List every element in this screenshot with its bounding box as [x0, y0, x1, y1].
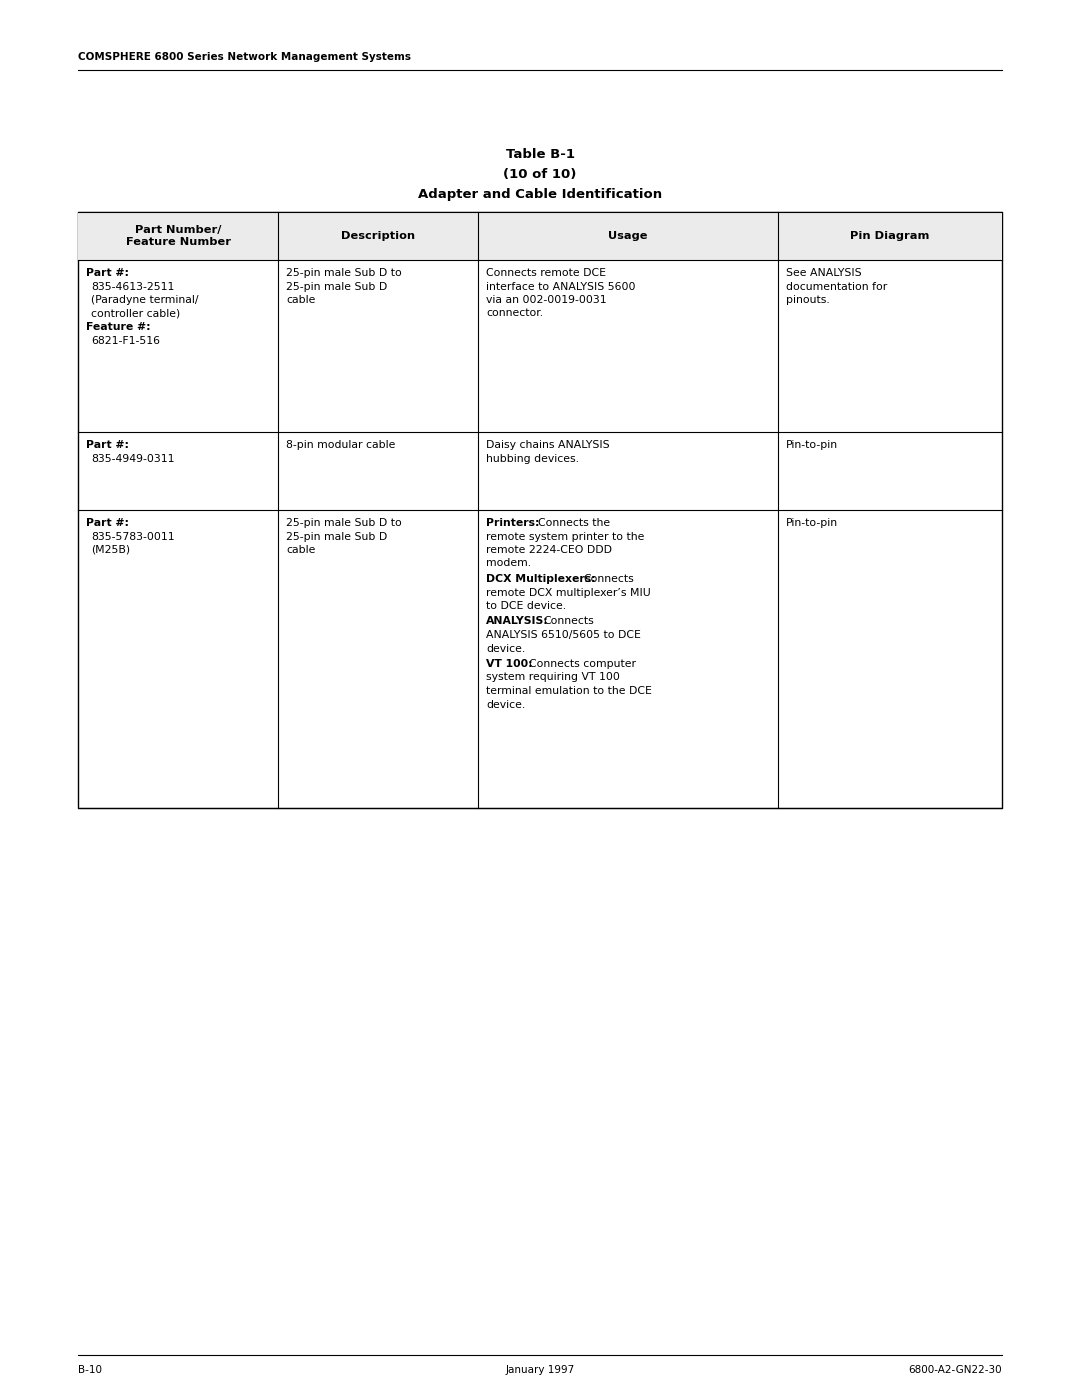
- Text: VT 100:: VT 100:: [486, 659, 532, 669]
- Text: ANALYSIS:: ANALYSIS:: [486, 616, 549, 626]
- Text: device.: device.: [486, 700, 525, 710]
- Text: remote system printer to the: remote system printer to the: [486, 531, 645, 542]
- Text: Pin-to-pin: Pin-to-pin: [786, 518, 838, 528]
- Text: 6800-A2-GN22-30: 6800-A2-GN22-30: [908, 1365, 1002, 1375]
- Text: DCX Multiplexers:: DCX Multiplexers:: [486, 574, 596, 584]
- Text: (M25B): (M25B): [91, 545, 130, 555]
- Text: Table B-1: Table B-1: [505, 148, 575, 161]
- Text: Pin-to-pin: Pin-to-pin: [786, 440, 838, 450]
- Text: Connects remote DCE: Connects remote DCE: [486, 268, 606, 278]
- Text: Usage: Usage: [608, 231, 648, 242]
- Text: Part Number/
Feature Number: Part Number/ Feature Number: [125, 225, 230, 247]
- Text: Connects: Connects: [583, 574, 634, 584]
- Text: remote DCX multiplexer’s MIU: remote DCX multiplexer’s MIU: [486, 588, 651, 598]
- Text: 25-pin male Sub D to: 25-pin male Sub D to: [286, 268, 402, 278]
- Text: Connects: Connects: [543, 616, 594, 626]
- Text: (Paradyne terminal/: (Paradyne terminal/: [91, 295, 199, 305]
- Text: via an 002-0019-0031: via an 002-0019-0031: [486, 295, 607, 305]
- Text: cable: cable: [286, 545, 315, 555]
- Text: (10 of 10): (10 of 10): [503, 168, 577, 182]
- Text: 25-pin male Sub D: 25-pin male Sub D: [286, 282, 388, 292]
- Text: terminal emulation to the DCE: terminal emulation to the DCE: [486, 686, 652, 696]
- Text: remote 2224-CEO DDD: remote 2224-CEO DDD: [486, 545, 612, 555]
- Text: Part #:: Part #:: [86, 518, 129, 528]
- Text: B-10: B-10: [78, 1365, 102, 1375]
- Text: Part #:: Part #:: [86, 268, 129, 278]
- Text: 25-pin male Sub D: 25-pin male Sub D: [286, 531, 388, 542]
- Text: January 1997: January 1997: [505, 1365, 575, 1375]
- Text: 835-4949-0311: 835-4949-0311: [91, 454, 175, 464]
- Text: 835-4613-2511: 835-4613-2511: [91, 282, 174, 292]
- Text: hubbing devices.: hubbing devices.: [486, 454, 579, 464]
- Text: Adapter and Cable Identification: Adapter and Cable Identification: [418, 189, 662, 201]
- Text: See ANALYSIS: See ANALYSIS: [786, 268, 862, 278]
- Text: to DCE device.: to DCE device.: [486, 601, 566, 610]
- Text: cable: cable: [286, 295, 315, 305]
- Text: Pin Diagram: Pin Diagram: [850, 231, 930, 242]
- Text: 835-5783-0011: 835-5783-0011: [91, 531, 175, 542]
- Text: COMSPHERE 6800 Series Network Management Systems: COMSPHERE 6800 Series Network Management…: [78, 52, 411, 61]
- Text: interface to ANALYSIS 5600: interface to ANALYSIS 5600: [486, 282, 635, 292]
- Text: Daisy chains ANALYSIS: Daisy chains ANALYSIS: [486, 440, 609, 450]
- Text: Connects computer: Connects computer: [529, 659, 636, 669]
- Text: documentation for: documentation for: [786, 282, 888, 292]
- Text: Description: Description: [341, 231, 415, 242]
- Text: Printers:: Printers:: [486, 518, 540, 528]
- Text: modem.: modem.: [486, 559, 531, 569]
- Text: Connects the: Connects the: [538, 518, 610, 528]
- Text: device.: device.: [486, 644, 525, 654]
- Bar: [78, 212, 1002, 807]
- Text: pinouts.: pinouts.: [786, 295, 829, 305]
- Text: Feature #:: Feature #:: [86, 321, 150, 332]
- Text: Part #:: Part #:: [86, 440, 129, 450]
- Text: 8-pin modular cable: 8-pin modular cable: [286, 440, 395, 450]
- Text: connector.: connector.: [486, 309, 543, 319]
- Bar: [78, 212, 1002, 260]
- Text: ANALYSIS 6510/5605 to DCE: ANALYSIS 6510/5605 to DCE: [486, 630, 640, 640]
- Text: controller cable): controller cable): [91, 309, 180, 319]
- Text: system requiring VT 100: system requiring VT 100: [486, 672, 620, 683]
- Text: 25-pin male Sub D to: 25-pin male Sub D to: [286, 518, 402, 528]
- Text: 6821-F1-516: 6821-F1-516: [91, 335, 160, 345]
